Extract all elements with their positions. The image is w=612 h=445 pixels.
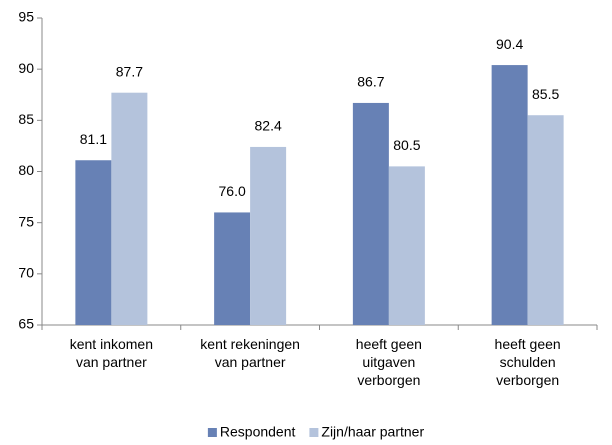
legend-swatch: [207, 428, 217, 437]
bar: [527, 115, 564, 325]
y-tick-label: 95: [18, 9, 34, 25]
y-tick-label: 85: [18, 111, 34, 127]
value-label: 76.0: [219, 183, 246, 199]
bar: [111, 92, 148, 325]
value-label: 90.4: [496, 36, 523, 52]
value-label: 85.5: [532, 86, 559, 102]
x-tick-label: heeft geen schulden verborgen: [495, 336, 561, 388]
value-label: 86.7: [357, 74, 384, 90]
y-tick-label: 75: [18, 213, 34, 229]
y-tick-label: 80: [18, 162, 34, 178]
value-label: 81.1: [80, 131, 107, 147]
value-label: 82.4: [255, 118, 282, 134]
legend-label: Respondent: [220, 424, 296, 440]
legend: Respondent Zijn/haar partner: [207, 424, 424, 440]
bar: [388, 166, 425, 325]
bar: [491, 65, 528, 325]
legend-label: Zijn/haar partner: [321, 424, 424, 440]
x-tick-label: kent inkomen van partner: [70, 336, 153, 370]
y-tick-label: 90: [18, 60, 34, 76]
bar: [250, 146, 287, 325]
x-tick-label: kent rekeningen van partner: [200, 336, 300, 370]
y-tick-label: 70: [18, 265, 34, 281]
x-tick-label: heeft geen uitgaven verborgen: [356, 336, 422, 388]
value-label: 80.5: [393, 137, 420, 153]
legend-swatch: [309, 428, 319, 437]
bar: [352, 102, 389, 325]
bar: [214, 212, 251, 325]
y-tick-label: 65: [18, 316, 34, 332]
bar: [75, 160, 112, 325]
value-label: 87.7: [116, 63, 143, 79]
